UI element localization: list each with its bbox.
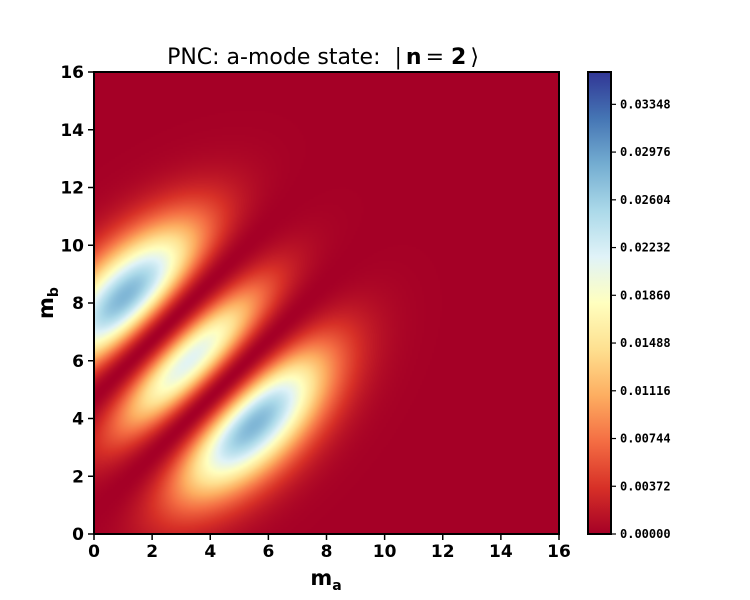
colorbar-tick-label: 0.01488 — [620, 336, 671, 350]
title-ket-eq: = — [426, 45, 451, 70]
title-prefix: PNC: a-mode state: — [167, 45, 380, 70]
colorbar-tick-label: 0.00372 — [620, 479, 671, 493]
x-tick-label: 8 — [321, 542, 333, 562]
x-tick-label: 14 — [489, 542, 513, 562]
y-axis-label-sub: b — [46, 287, 62, 297]
x-tick-label: 0 — [88, 542, 100, 562]
x-tick-label: 4 — [204, 542, 216, 562]
title-ket-var: n — [406, 45, 422, 70]
y-tick-label: 14 — [60, 121, 84, 141]
colorbar-tick-label: 0.02604 — [620, 193, 671, 207]
x-axis-ticks: 0 2 4 6 8 10 12 14 16 — [88, 534, 571, 562]
x-tick-label: 16 — [547, 542, 571, 562]
chart-title: PNC: a-mode state: | n = 2 ⟩ — [167, 45, 479, 70]
x-axis-label-sub: a — [332, 578, 341, 594]
x-tick-label: 6 — [262, 542, 274, 562]
y-axis-label: mb — [34, 287, 62, 319]
x-tick-label: 12 — [431, 542, 455, 562]
title-ket-value: 2 — [451, 45, 466, 70]
colorbar-tick-label: 0.01116 — [620, 384, 671, 398]
y-tick-label: 2 — [72, 467, 84, 487]
heatmap-image — [94, 72, 559, 534]
title-ket-open: | — [395, 45, 402, 70]
colorbar-tick-label: 0.03348 — [620, 97, 671, 111]
y-axis-label-main: m — [34, 297, 58, 319]
x-axis-label-main: m — [310, 566, 332, 590]
colorbar-ticks: 0.00000 0.00372 0.00744 0.01116 0.01488 0.018… — [611, 97, 671, 541]
y-axis-ticks: 0 2 4 6 8 10 12 14 16 — [60, 63, 94, 545]
colorbar-tick-label: 0.02976 — [620, 145, 671, 159]
colorbar-tick-label: 0.00744 — [620, 432, 671, 446]
y-tick-label: 6 — [72, 352, 84, 372]
svg-text:PNC: a-mode state: |: PNC: a-mode state: | n = 2 ⟩ — [167, 45, 479, 70]
colorbar-tick-label: 0.02232 — [620, 241, 671, 255]
y-tick-label: 12 — [60, 179, 84, 199]
colorbar-tick-label: 0.01860 — [620, 288, 671, 302]
y-tick-label: 0 — [72, 525, 84, 545]
title-ket-close: ⟩ — [470, 45, 479, 70]
y-tick-label: 10 — [60, 236, 84, 256]
y-tick-label: 4 — [72, 410, 84, 430]
x-tick-label: 10 — [373, 542, 397, 562]
colorbar-tick-label: 0.00000 — [620, 527, 671, 541]
x-axis-label: ma — [310, 566, 341, 594]
colorbar — [587, 71, 612, 535]
x-tick-label: 2 — [146, 542, 158, 562]
y-tick-label: 16 — [60, 63, 84, 83]
y-tick-label: 8 — [72, 294, 84, 314]
